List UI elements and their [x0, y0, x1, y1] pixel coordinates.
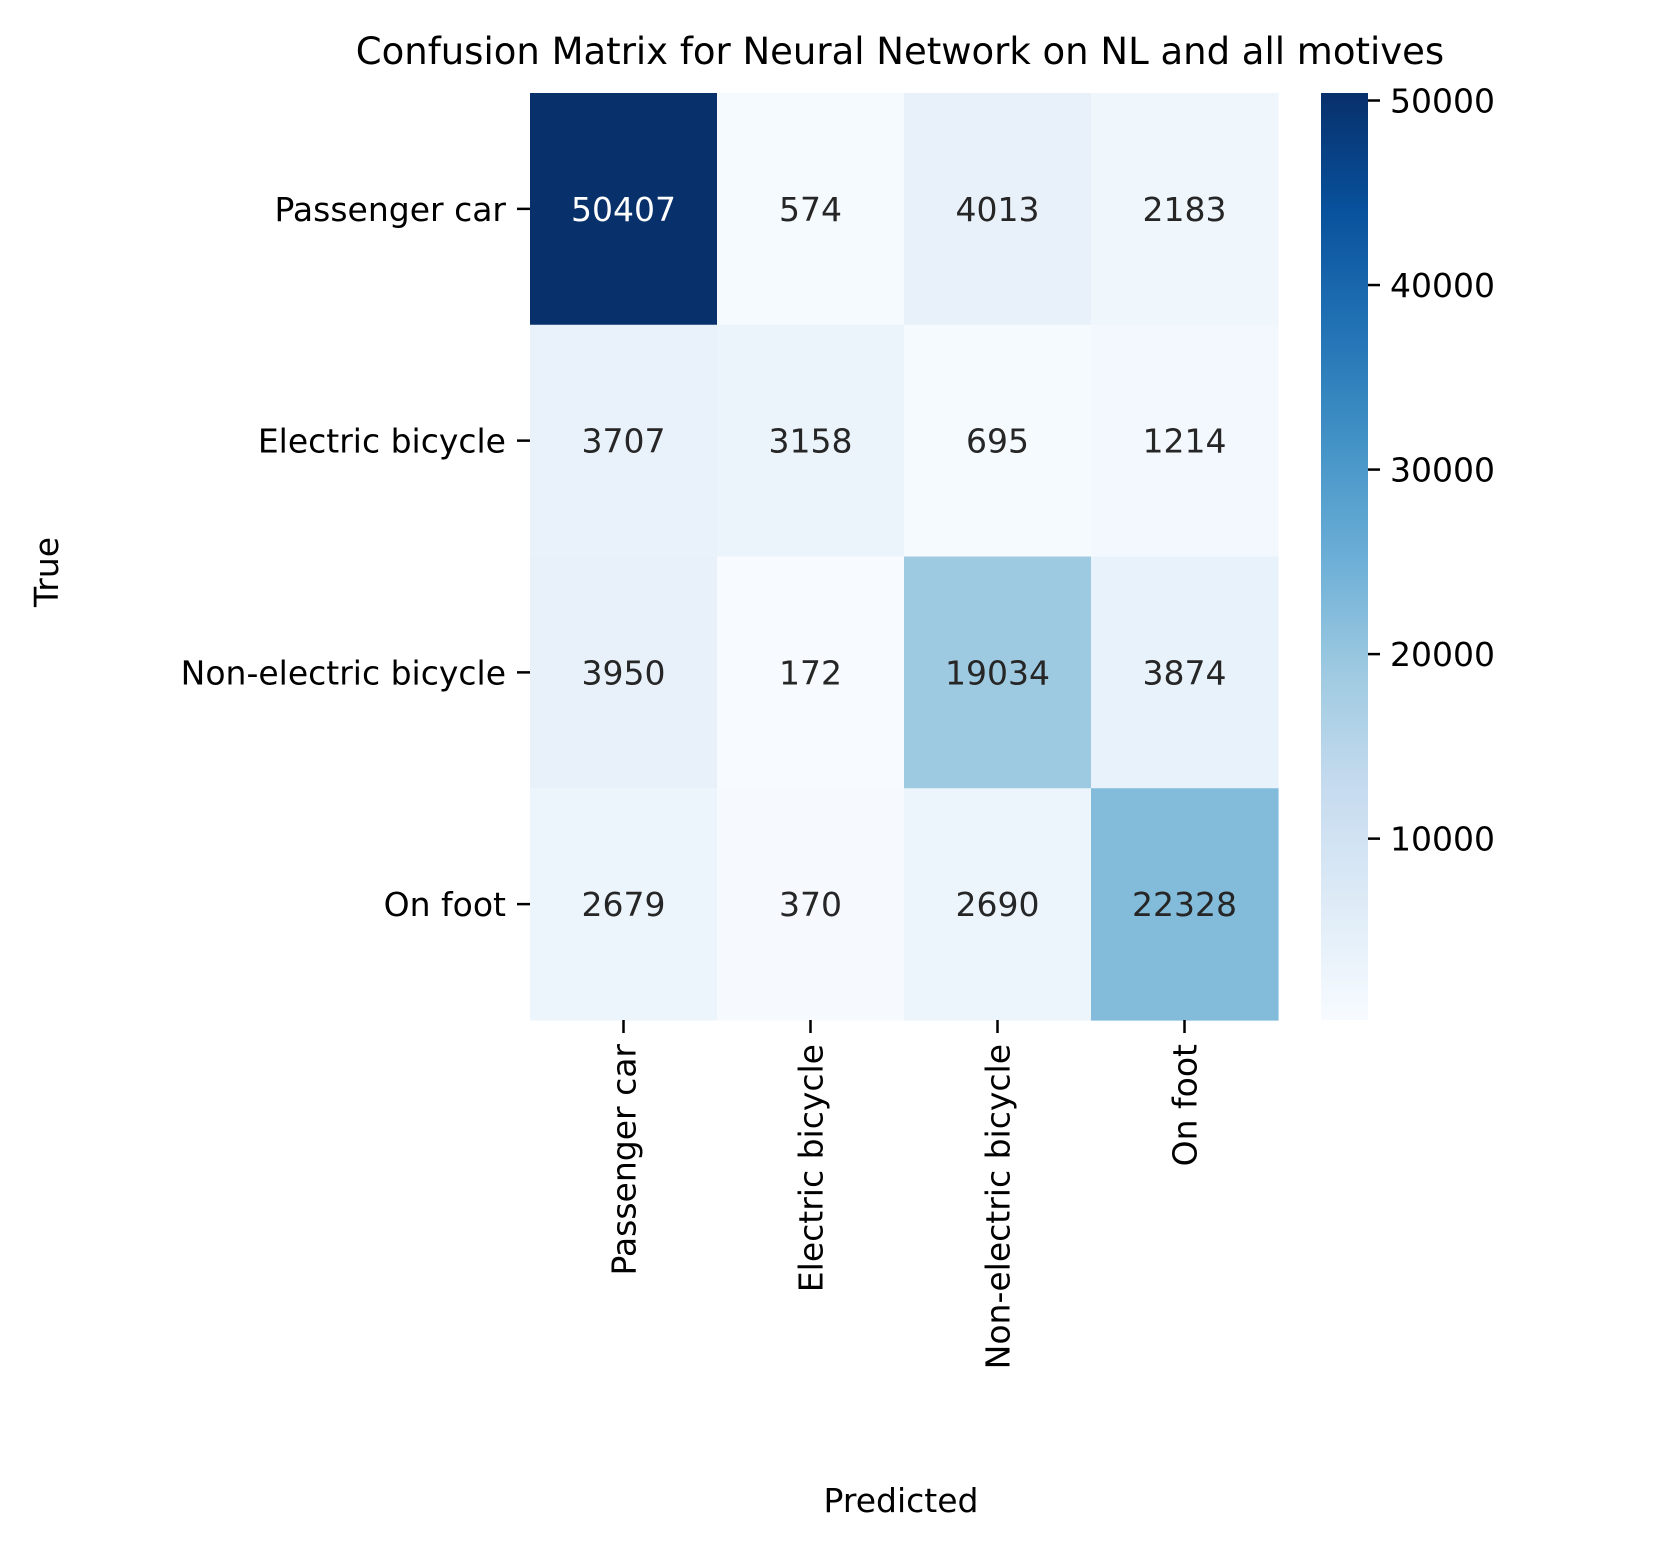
cell-value-label: 2679: [582, 885, 666, 924]
heatmap-cell-passenger-car-non-electric-bicycle: [904, 93, 1092, 326]
heatmap-cell-non-electric-bicycle-on-foot: [1091, 556, 1279, 789]
colorbar-tick-label: 50000: [1390, 82, 1495, 121]
cell-value-label: 3874: [1143, 653, 1227, 692]
cell-value-label: 2690: [956, 885, 1040, 924]
heatmap-cell-non-electric-bicycle-electric-bicycle: [717, 556, 905, 789]
x-tick-label-on-foot: On foot: [1166, 1044, 1205, 1166]
y-tick-label-passenger-car: Passenger car: [275, 190, 507, 229]
chart-title: Confusion Matrix for Neural Network on N…: [356, 30, 1444, 73]
heatmap-cell-electric-bicycle-passenger-car: [530, 324, 718, 558]
y-axis-label: True: [27, 537, 66, 608]
heatmap-cell-on-foot-on-foot: [1091, 788, 1279, 1021]
heatmap-cell-on-foot-electric-bicycle: [717, 788, 905, 1021]
colorbar: [1321, 93, 1368, 1020]
cell-value-label: 172: [779, 653, 842, 692]
heatmap-cell-electric-bicycle-non-electric-bicycle: [904, 324, 1092, 558]
y-axis-ticks: Passenger car Electric bicycle Non-electri…: [181, 190, 530, 924]
colorbar-tick-label: 20000: [1390, 635, 1495, 674]
heatmap-grid: [530, 93, 1279, 1021]
y-tick-label-electric-bicycle: Electric bicycle: [258, 422, 506, 461]
heatmap-cell-passenger-car-on-foot: [1091, 93, 1279, 326]
heatmap-annotations: 50407 574 4013 2183 3707 3158 695 1214 3950 172 19…: [571, 190, 1237, 924]
colorbar-tick-label: 10000: [1390, 820, 1495, 859]
cell-value-label: 22328: [1132, 885, 1237, 924]
cell-value-label: 370: [779, 885, 842, 924]
heatmap-cell-non-electric-bicycle-passenger-car: [530, 556, 718, 789]
heatmap-cell-on-foot-passenger-car: [530, 788, 718, 1021]
y-tick-label-on-foot: On foot: [384, 885, 506, 924]
cell-value-label: 3950: [582, 653, 666, 692]
heatmap-cell-electric-bicycle-on-foot: [1091, 324, 1279, 558]
colorbar-tick-label: 30000: [1390, 451, 1495, 490]
cell-value-label: 4013: [956, 190, 1040, 229]
colorbar-ticks: 10000 20000 30000 40000 50000: [1368, 82, 1495, 859]
cell-value-label: 50407: [571, 190, 676, 229]
heatmap-cell-non-electric-bicycle-non-electric-bicycle: [904, 556, 1092, 789]
heatmap-cell-electric-bicycle-electric-bicycle: [717, 324, 905, 558]
x-tick-label-passenger-car: Passenger car: [605, 1044, 644, 1276]
heatmap-cell-passenger-car-passenger-car: [530, 93, 718, 326]
colorbar-tick-label: 40000: [1390, 266, 1495, 305]
x-axis-ticks: Passenger car Electric bicycle Non-electri…: [605, 1020, 1205, 1369]
cell-value-label: 695: [966, 422, 1029, 461]
y-tick-label-non-electric-bicycle: Non-electric bicycle: [181, 653, 506, 692]
heatmap-cell-passenger-car-electric-bicycle: [717, 93, 905, 326]
cell-value-label: 2183: [1143, 190, 1227, 229]
cell-value-label: 3707: [582, 422, 666, 461]
x-tick-label-electric-bicycle: Electric bicycle: [792, 1044, 831, 1292]
cell-value-label: 19034: [945, 653, 1050, 692]
cell-value-label: 1214: [1143, 422, 1227, 461]
heatmap-cell-on-foot-non-electric-bicycle: [904, 788, 1092, 1021]
x-tick-label-non-electric-bicycle: Non-electric bicycle: [979, 1044, 1018, 1369]
x-axis-label: Predicted: [824, 1481, 979, 1520]
cell-value-label: 3158: [769, 422, 853, 461]
cell-value-label: 574: [779, 190, 842, 229]
